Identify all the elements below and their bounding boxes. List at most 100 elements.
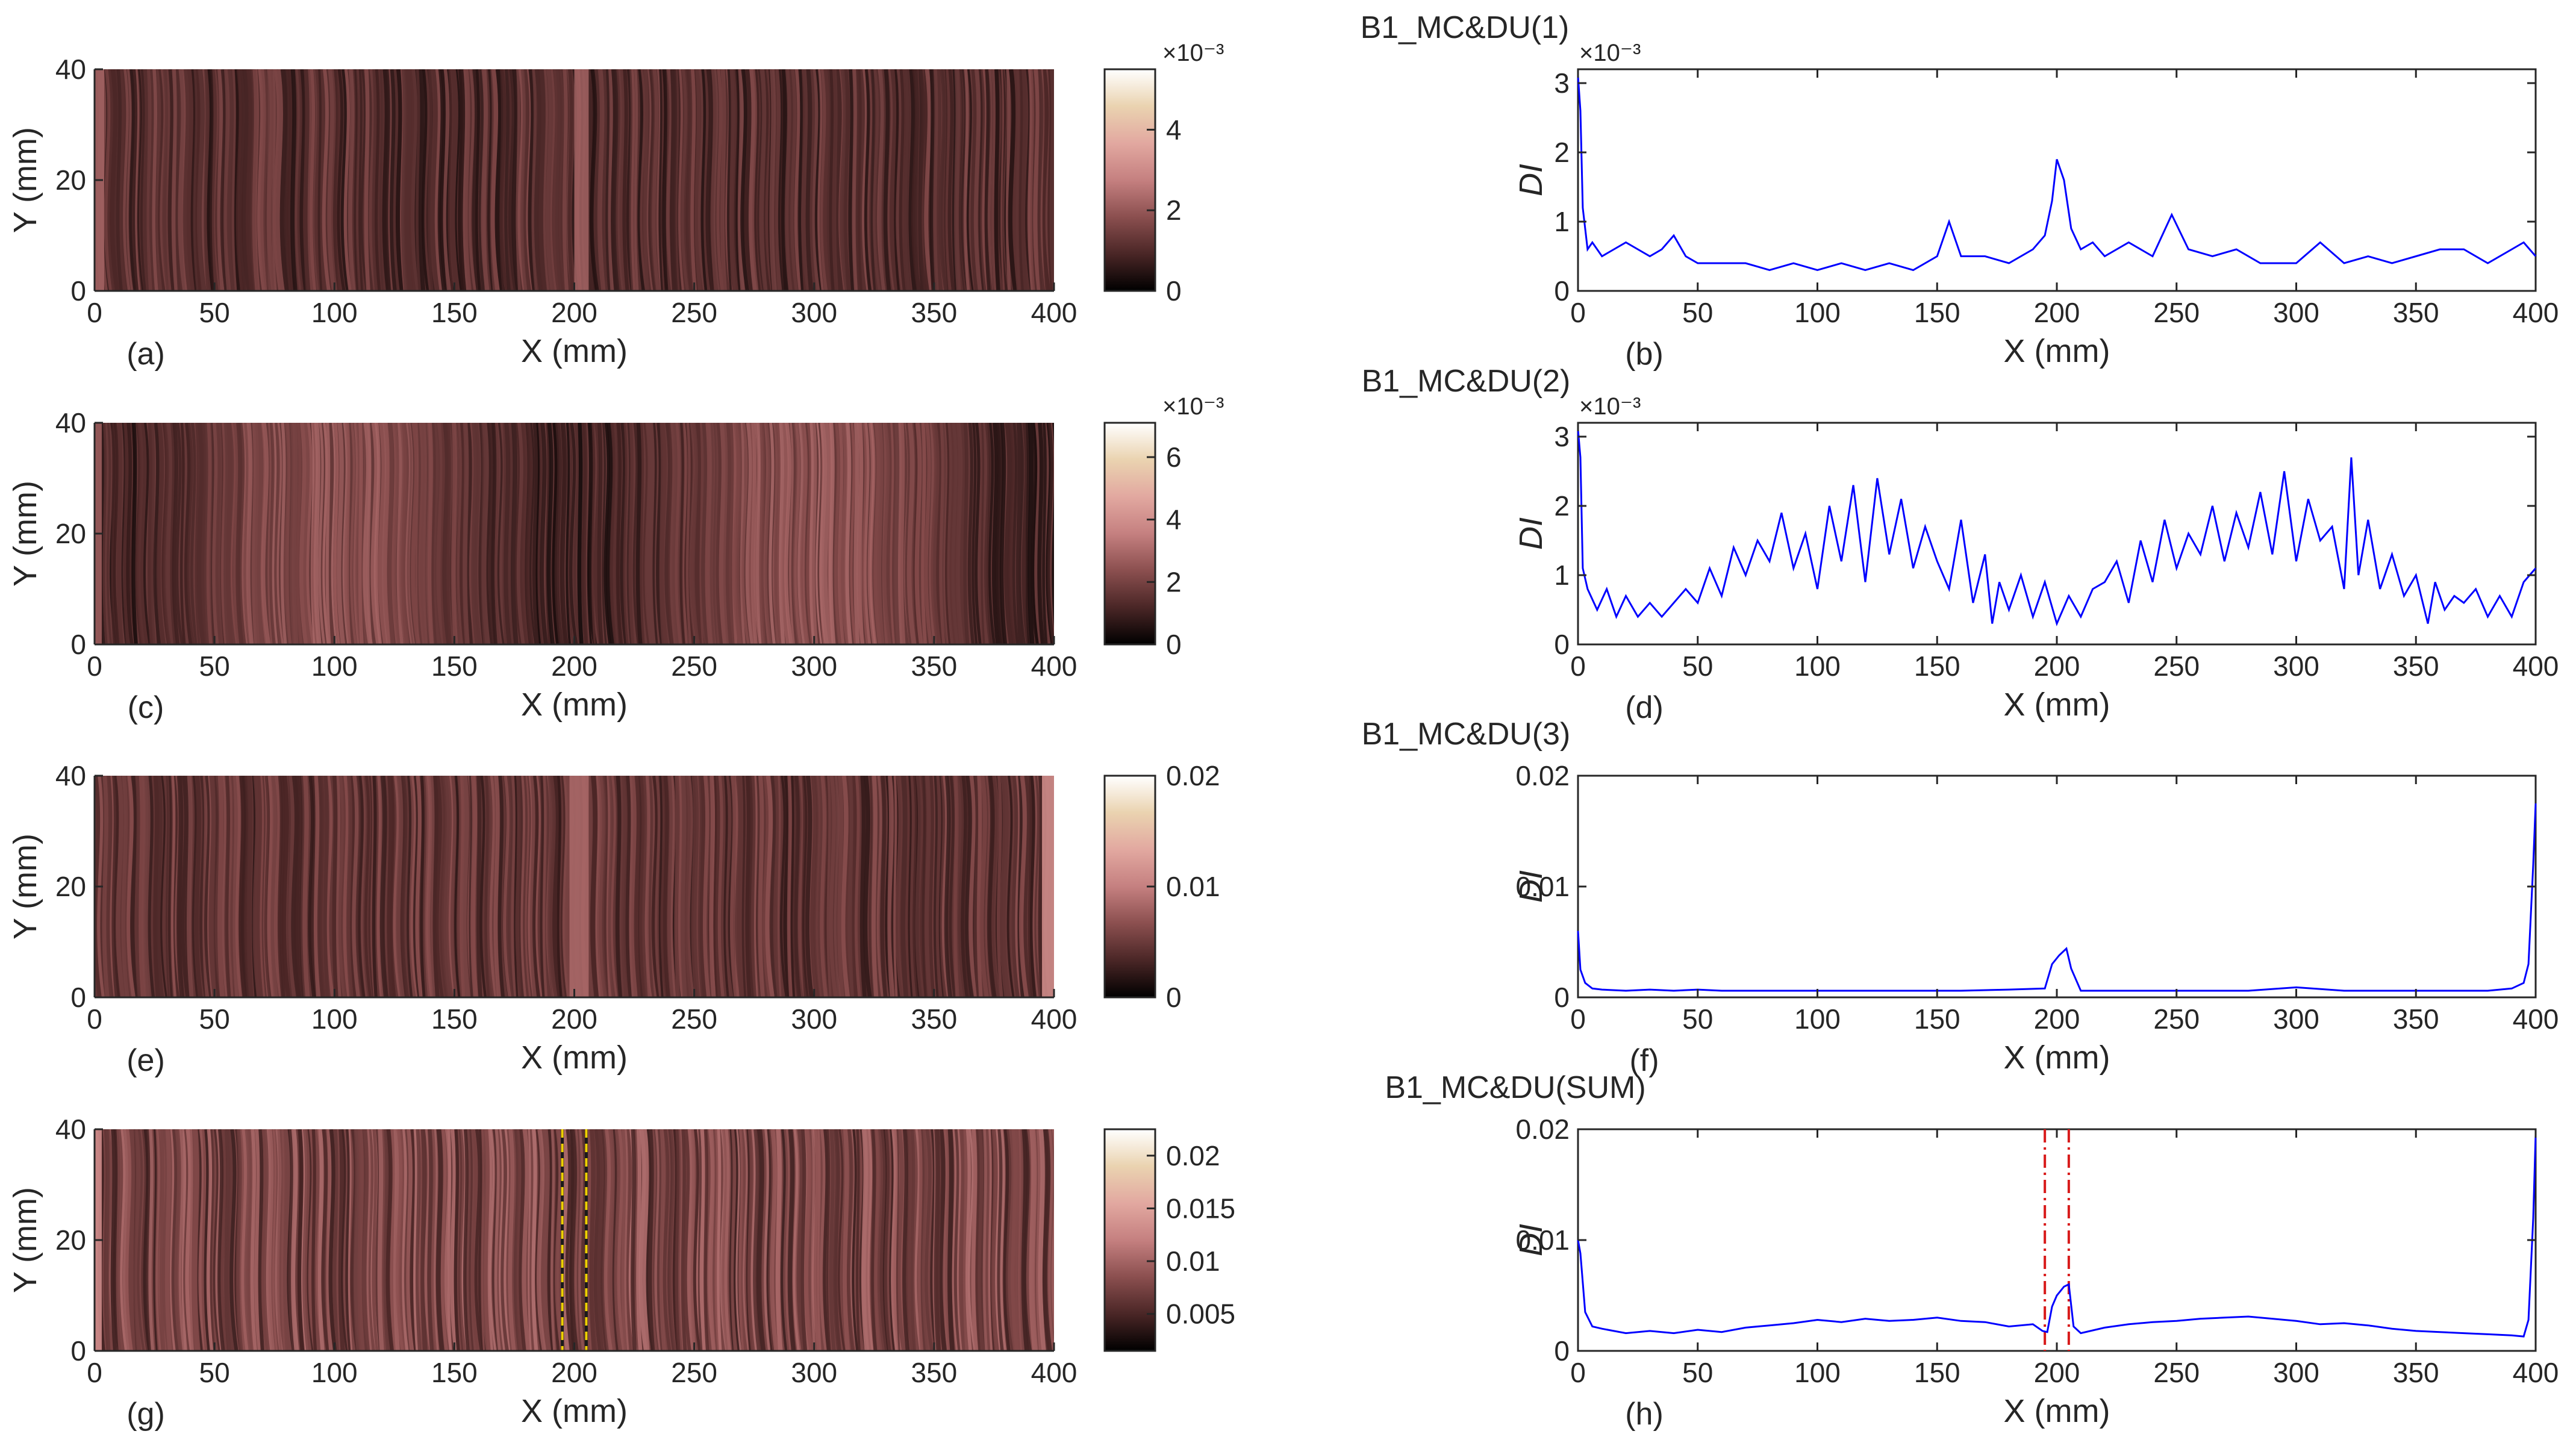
heatmap-xtick-label: 50 (199, 1357, 230, 1388)
heatmap-streak (591, 423, 596, 644)
heatmap-streak (217, 776, 225, 997)
heatmap-streak (852, 1129, 859, 1351)
heatmap-xtick-label: 150 (431, 297, 478, 328)
heatmap-streak (555, 69, 562, 291)
plot-xtick-label: 200 (2034, 650, 2080, 682)
heatmap-ytick-label: 40 (55, 54, 86, 85)
heatmap-streak (121, 776, 129, 997)
heatmap-streak (1036, 1129, 1043, 1351)
heatmap-streak (979, 776, 989, 997)
heatmap-streak (322, 423, 329, 644)
heatmap-streak (299, 776, 305, 997)
heatmap-streak (625, 776, 634, 997)
heatmap-streak (376, 776, 384, 997)
heatmap-streak (217, 69, 225, 291)
heatmap-streak (852, 776, 858, 997)
heatmap-streak (292, 423, 299, 644)
heatmap-streak (905, 776, 913, 997)
heatmap-streak (848, 776, 855, 997)
heatmap-ytick-label: 20 (55, 1224, 86, 1256)
heatmap-streak (261, 423, 271, 644)
heatmap-streak (469, 776, 475, 997)
heatmap-streak (742, 1129, 750, 1351)
heatmap-streak (389, 69, 397, 291)
heatmap-xtick-label: 400 (1031, 297, 1077, 328)
heatmap-streak (593, 423, 602, 644)
heatmap-xtick-label: 150 (431, 650, 478, 682)
heatmap-xtick-label: 400 (1031, 1357, 1077, 1388)
heatmap-streak (210, 1129, 216, 1351)
heatmap-streak (789, 423, 795, 644)
heatmap-streak (257, 776, 263, 997)
heatmap-xtick-label: 250 (671, 297, 717, 328)
heatmap-streak (242, 423, 248, 644)
heatmap-streak (887, 423, 895, 644)
heatmap-streak (558, 69, 566, 291)
heatmap-streak (190, 69, 198, 291)
heatmap-streak (630, 776, 638, 997)
plot-xlabel: X (mm) (2004, 1393, 2110, 1429)
heatmap-streak (961, 69, 968, 291)
heatmap-streak (687, 1129, 696, 1351)
heatmap-streak (991, 1129, 998, 1351)
heatmap-streak (590, 776, 599, 997)
heatmap-streak (669, 1129, 677, 1351)
heatmap-streak (820, 776, 828, 997)
heatmap-streak (626, 423, 632, 644)
heatmap-streak (317, 1129, 325, 1351)
heatmap-streak (949, 776, 956, 997)
heatmap-streak (504, 69, 511, 291)
heatmap-streak (921, 423, 928, 644)
di-series-line (1577, 76, 2537, 272)
heatmap-xlabel: X (mm) (521, 1393, 628, 1429)
heatmap-streak (326, 776, 336, 997)
heatmap-streak (840, 423, 851, 644)
heatmap-streak (494, 423, 501, 644)
heatmap-streak (876, 776, 885, 997)
heatmap-streak (1051, 1129, 1054, 1332)
heatmap-streak (195, 423, 201, 644)
heatmap-streak (711, 69, 718, 291)
heatmap-streak (925, 776, 932, 997)
heatmap-streak (375, 1129, 381, 1351)
heatmap-streak (299, 69, 308, 291)
heatmap-streak (764, 69, 771, 291)
plot-xtick-label: 400 (2513, 297, 2559, 328)
heatmap-streak (749, 776, 755, 997)
heatmap-streak (1033, 69, 1042, 291)
heatmap-streak (875, 423, 882, 644)
heatmap-streak (678, 69, 685, 291)
heatmap-streak (602, 423, 607, 644)
heatmap-streak (103, 1129, 108, 1351)
heatmap-ylabel: Y (mm) (7, 1187, 43, 1293)
heatmap-streak (102, 776, 110, 997)
heatmap-streak (391, 423, 401, 644)
heatmap-streak (409, 69, 416, 291)
heatmap-xlabel: X (mm) (521, 333, 628, 369)
heatmap-streak (207, 776, 213, 997)
heatmap-streak (848, 69, 856, 291)
heatmap-streak (1018, 1129, 1023, 1351)
heatmap-streak (939, 423, 946, 644)
heatmap-streak (338, 776, 346, 997)
heatmap-streak (814, 69, 823, 291)
heatmap-streak (222, 776, 228, 997)
heatmap-streak (963, 423, 970, 644)
heatmap-streak (770, 776, 778, 997)
heatmap-streak (803, 1129, 814, 1351)
heatmap-streak (420, 1129, 428, 1351)
panel-label: (h) (1625, 1397, 1664, 1432)
heatmap-streak (900, 776, 909, 997)
heatmap-streak (406, 1129, 415, 1351)
heatmap-streak (345, 1129, 352, 1351)
heatmap-streak (924, 69, 934, 291)
heatmap-streak (279, 776, 286, 997)
heatmap-streak (443, 776, 453, 997)
heatmap-streak (691, 776, 699, 997)
plot-xtick-label: 100 (1794, 297, 1841, 328)
heatmap-streak (853, 423, 860, 644)
plot-xtick-label: 100 (1794, 1003, 1841, 1035)
heatmap-streak (820, 69, 828, 291)
heatmap-streak (314, 69, 323, 291)
heatmap-streak (938, 776, 945, 997)
